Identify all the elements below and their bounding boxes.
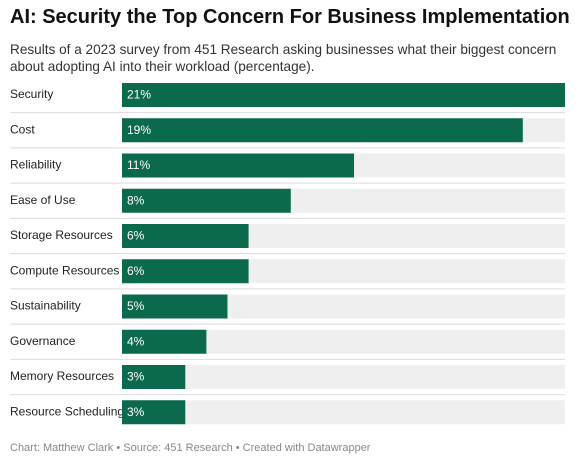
- category-label: Cost: [10, 122, 35, 136]
- category-label: Storage Resources: [10, 228, 113, 242]
- chart-title: AI: Security the Top Concern For Busines…: [10, 6, 570, 28]
- bar: [122, 224, 249, 248]
- value-label: 8%: [127, 193, 145, 207]
- bar: [122, 118, 523, 143]
- category-label: Reliability: [10, 158, 61, 172]
- value-label: 4%: [127, 334, 145, 348]
- category-label: Sustainability: [10, 299, 81, 313]
- value-label: 5%: [127, 299, 145, 313]
- category-label: Governance: [10, 334, 76, 348]
- category-label: Ease of Use: [10, 193, 76, 207]
- bar: [122, 365, 186, 389]
- value-label: 21%: [127, 88, 151, 102]
- bar: [122, 188, 291, 213]
- chart-subtitle: Results of a 2023 survey from 451 Resear…: [10, 42, 557, 74]
- value-label: 3%: [127, 370, 145, 384]
- bar: [122, 294, 228, 319]
- category-label: Compute Resources: [10, 263, 119, 277]
- category-label: Security: [10, 87, 53, 101]
- category-label: Memory Resources: [10, 369, 114, 383]
- value-label: 11%: [127, 158, 150, 172]
- bar: [122, 329, 207, 354]
- bar: [122, 400, 186, 425]
- value-label: 3%: [127, 405, 145, 419]
- bar: [122, 153, 355, 178]
- bar-track: [122, 400, 565, 425]
- value-label: 6%: [127, 229, 145, 243]
- category-label: Resource Scheduling: [10, 404, 124, 418]
- value-label: 19%: [127, 123, 151, 137]
- bar: [122, 259, 249, 284]
- value-label: 6%: [127, 264, 145, 278]
- bar-track: [122, 365, 565, 389]
- chart-footer: Chart: Matthew Clark • Source: 451 Resea…: [10, 442, 371, 454]
- bar: [122, 83, 565, 107]
